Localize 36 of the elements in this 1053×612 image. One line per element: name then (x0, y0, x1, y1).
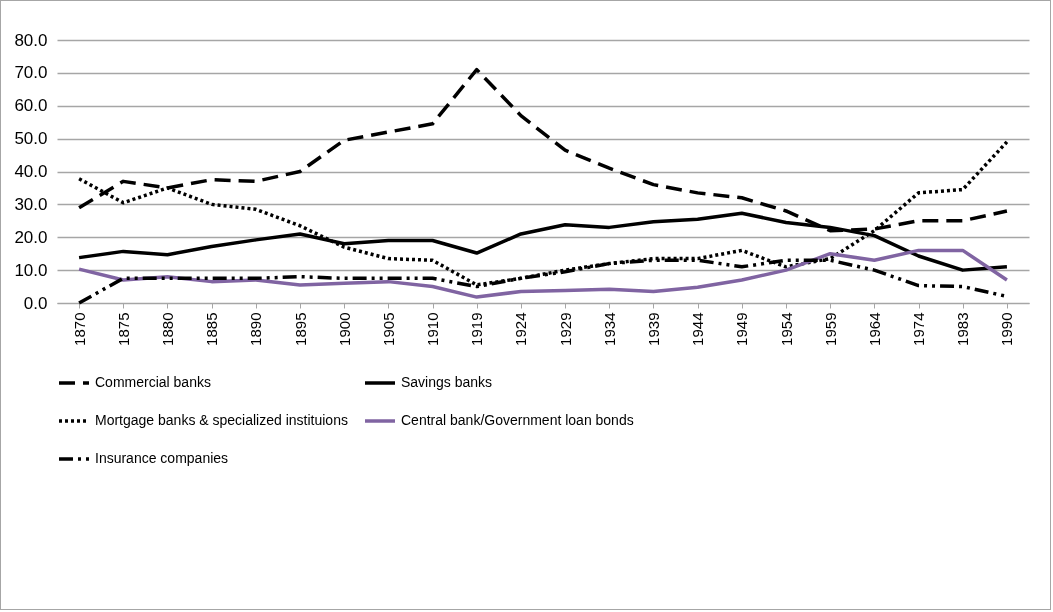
x-tick-label: 1990 (998, 312, 1016, 346)
y-tick-label: 80.0 (14, 30, 48, 50)
legend-label: Commercial banks (95, 374, 211, 390)
y-tick-label: 60.0 (14, 96, 48, 116)
y-tick-label: 10.0 (14, 260, 48, 280)
y-tick-label: 0.0 (23, 293, 48, 313)
x-tick-label: 1939 (644, 312, 662, 346)
y-tick-label: 20.0 (14, 227, 48, 247)
x-tick-label: 1875 (114, 312, 132, 346)
x-tick-label: 1924 (512, 312, 530, 346)
x-tick-label: 1870 (70, 312, 88, 346)
x-tick-label: 1949 (733, 312, 751, 346)
x-tick-label: 1900 (335, 312, 353, 346)
x-tick-label: 1959 (821, 312, 839, 346)
legend-label: Central bank/Government loan bonds (401, 412, 634, 428)
x-tick-label: 1910 (424, 312, 442, 346)
x-tick-label: 1880 (158, 312, 176, 346)
x-tick-label: 1934 (600, 312, 618, 346)
legend-label: Savings banks (401, 374, 493, 390)
legend-label: Insurance companies (95, 450, 229, 466)
x-tick-label: 1885 (203, 312, 221, 346)
x-tick-label: 1944 (689, 312, 707, 346)
y-tick-label: 50.0 (14, 129, 48, 149)
x-tick-label: 1905 (379, 312, 397, 346)
x-tick-label: 1919 (468, 312, 486, 346)
y-tick-label: 40.0 (14, 162, 48, 181)
x-tick-label: 1929 (556, 312, 574, 346)
x-tick-label: 1974 (910, 312, 928, 346)
x-tick-label: 1954 (777, 312, 795, 346)
x-tick-label: 1964 (865, 312, 883, 346)
y-tick-label: 70.0 (14, 63, 48, 83)
x-tick-label: 1983 (954, 312, 972, 346)
y-tick-label: 30.0 (14, 194, 48, 214)
legend-label: Mortgage banks & specialized instituions (95, 412, 348, 428)
x-tick-label: 1890 (247, 312, 265, 346)
x-tick-label: 1895 (291, 312, 309, 346)
